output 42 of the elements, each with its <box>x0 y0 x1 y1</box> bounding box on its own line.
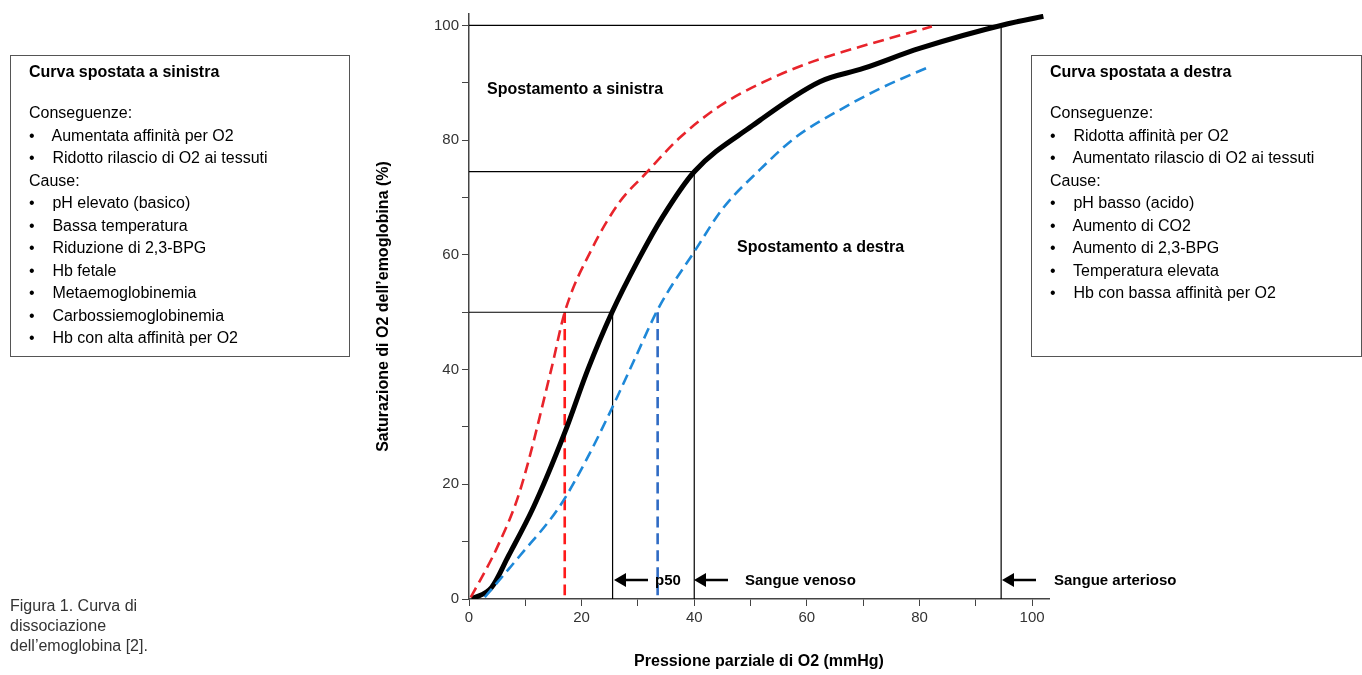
y-tick-label: 20 <box>442 474 459 492</box>
text: • pH elevato (basico) <box>29 193 192 213</box>
x-tick-label: 0 <box>464 608 474 626</box>
y-tick-label: 0 <box>450 589 459 607</box>
x-tick-label: 60 <box>798 608 816 626</box>
text: • Temperatura elevata <box>1050 260 1220 281</box>
y-tick-label: 60 <box>442 245 459 263</box>
text: • Ridotto rilascio di O2 ai tessuti <box>29 148 269 168</box>
text: • Bassa temperatura <box>29 215 189 236</box>
text: • Metaemoglobinemia <box>29 283 198 303</box>
text: • Aumentata affinità per O2 <box>29 125 235 146</box>
x-tick-label: 40 <box>685 608 703 626</box>
annotation: Spostamento a sinistra <box>487 80 664 98</box>
annotation: Spostamento a destra <box>737 238 905 256</box>
text: Sangue arterioso <box>1054 571 1177 588</box>
text: Cause: <box>29 170 81 191</box>
y-axis-title: Saturazione di O2 dell’emoglobina (%) <box>374 161 392 452</box>
text: Cause: <box>1050 170 1102 191</box>
y-tick-label: 40 <box>442 359 459 377</box>
annotation: Sangue venoso <box>745 571 856 588</box>
x-tick-label: 20 <box>573 608 590 626</box>
text: Curva spostata a sinistra <box>29 62 221 82</box>
text: • Aumento di CO2 <box>1050 215 1192 236</box>
text: Conseguenze: <box>1050 103 1155 123</box>
text: • Hb con bassa affinità per O2 <box>1050 283 1277 303</box>
text: • Riduzione di 2,3-BPG <box>29 238 208 258</box>
text: Conseguenze: <box>29 103 134 123</box>
x-tick-label: 80 <box>911 608 928 626</box>
text: • Ridotta affinità per O2 <box>1050 125 1230 146</box>
text: • pH basso (acido) <box>1050 193 1196 213</box>
text: • Aumentato rilascio di O2 ai tessuti <box>1050 148 1316 168</box>
text: Figura 1. Curva di dissociazione dell’emoglobina [2]. <box>10 596 149 656</box>
x-tick-label: 100 <box>1019 608 1045 626</box>
text: • Hb con alta affinità per O2 <box>29 328 239 348</box>
x-axis-title: Pressione parziale di O2 (mmHg) <box>634 651 884 669</box>
annotation: p50 <box>655 571 681 588</box>
y-tick-label: 100 <box>433 15 459 33</box>
y-tick-label: 80 <box>442 130 459 148</box>
text: Curva spostata a destra <box>1050 62 1233 82</box>
text: • Hb fetale <box>29 260 118 281</box>
text: • Carbossiemoglobinemia <box>29 305 226 326</box>
text: • Aumento di 2,3-BPG <box>1050 238 1221 258</box>
